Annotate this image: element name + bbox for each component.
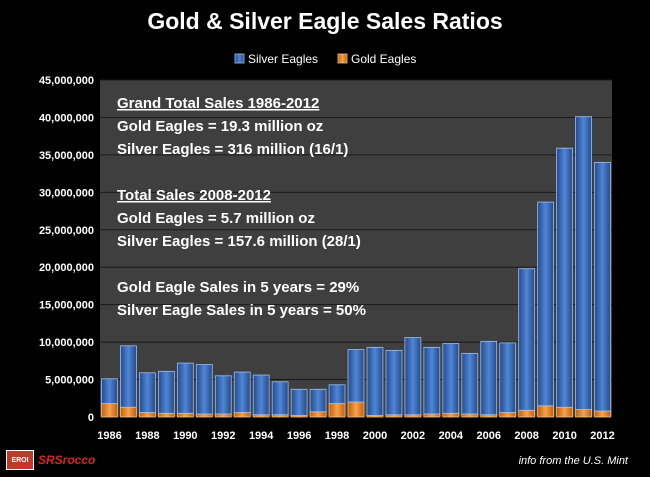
y-tick-label: 10,000,000 (39, 337, 94, 349)
legend-label: Gold Eagles (351, 52, 416, 66)
annotation-line: Gold Eagle Sales in 5 years = 29% (117, 279, 359, 296)
x-tick-label: 2010 (552, 430, 576, 442)
gold-bar-1997 (309, 411, 327, 418)
y-tick-label: 25,000,000 (39, 225, 94, 237)
silver-bar-2010 (556, 147, 573, 408)
legend-swatch (234, 53, 245, 64)
silver-bar-1995 (271, 381, 289, 416)
x-tick-label: 2002 (401, 430, 425, 442)
silver-bar-2008 (518, 268, 536, 411)
gold-bar-2004 (442, 412, 460, 418)
silver-bar-2001 (385, 349, 403, 416)
source-note: info from the U.S. Mint (518, 455, 628, 467)
silver-bar-1990 (176, 362, 194, 414)
x-tick-label: 2006 (476, 430, 500, 442)
chart-title: Gold & Silver Eagle Sales Ratios (147, 8, 503, 34)
silver-bar-1998 (328, 384, 346, 404)
annotation-line: Grand Total Sales 1986-2012 (117, 95, 319, 112)
silver-bar-1993 (233, 371, 251, 413)
silver-bar-1996 (290, 388, 308, 416)
gold-bar-2012 (594, 410, 611, 418)
silver-bar-1986 (101, 378, 118, 404)
annotation-line: Total Sales 2008-2012 (117, 187, 271, 204)
annotation-line: Gold Eagles = 19.3 million oz (117, 118, 323, 135)
brand-logo: EROI SRSrocco (6, 450, 95, 470)
logo-text: SRSrocco (38, 453, 96, 467)
silver-bar-2005 (461, 352, 479, 415)
y-tick-label: 20,000,000 (39, 262, 94, 274)
x-tick-label: 2012 (590, 430, 614, 442)
legend-swatch (337, 53, 348, 64)
gold-bar-2010 (556, 406, 573, 418)
silver-bar-1987 (120, 345, 137, 408)
silver-bar-2011 (575, 116, 592, 410)
gold-bar-2009 (537, 405, 554, 418)
silver-bar-1999 (347, 349, 365, 403)
silver-bar-2012 (594, 161, 611, 412)
gold-bar-2011 (575, 409, 592, 418)
x-tick-label: 1986 (97, 430, 121, 442)
gold-bar-1986 (101, 403, 118, 418)
legend-label: Silver Eagles (248, 52, 318, 66)
gold-bar-1992 (214, 413, 232, 418)
gold-bar-1991 (195, 413, 213, 418)
x-tick-label: 1990 (173, 430, 197, 442)
gold-bar-1987 (120, 406, 137, 418)
x-tick-label: 1998 (325, 430, 349, 442)
annotation-line: Gold Eagles = 5.7 million oz (117, 210, 315, 227)
x-tick-label: 1992 (211, 430, 235, 442)
y-tick-label: 5,000,000 (45, 375, 94, 387)
x-tick-label: 1994 (249, 430, 274, 442)
silver-bar-2000 (366, 346, 384, 416)
y-tick-label: 35,000,000 (39, 150, 94, 162)
silver-bar-2004 (442, 343, 460, 414)
gold-bar-1990 (176, 412, 194, 418)
gold-bar-1999 (347, 401, 365, 418)
y-tick-label: 30,000,000 (39, 187, 94, 199)
x-tick-label: 2004 (439, 430, 464, 442)
logo-badge: EROI (6, 450, 34, 470)
silver-bar-1992 (214, 375, 232, 415)
gold-bar-2003 (423, 413, 441, 418)
silver-bar-2009 (537, 201, 554, 407)
silver-bar-1991 (195, 364, 213, 415)
y-tick-label: 0 (88, 412, 94, 424)
gold-bar-2007 (499, 412, 517, 418)
gold-bar-2008 (518, 409, 536, 418)
gold-bar-1993 (233, 412, 251, 418)
silver-bar-2006 (480, 340, 498, 416)
annotation-line: Silver Eagles = 316 million (16/1) (117, 141, 348, 158)
gold-bar-1989 (158, 412, 175, 418)
silver-bar-2002 (404, 337, 422, 416)
gold-bar-2005 (461, 413, 479, 418)
gold-bar-1998 (328, 403, 346, 418)
x-tick-label: 2000 (363, 430, 387, 442)
x-tick-label: 1988 (135, 430, 159, 442)
y-tick-label: 15,000,000 (39, 300, 94, 312)
x-tick-label: 1996 (287, 430, 311, 442)
annotation-line: Silver Eagle Sales in 5 years = 50% (117, 302, 366, 319)
silver-bar-1989 (158, 370, 175, 414)
silver-bar-2007 (499, 342, 517, 413)
y-tick-label: 40,000,000 (39, 112, 94, 124)
silver-bar-1994 (252, 374, 270, 416)
x-tick-label: 2008 (514, 430, 538, 442)
silver-bar-1997 (309, 388, 327, 413)
silver-bar-1988 (139, 372, 156, 413)
annotation-line: Silver Eagles = 157.6 million (28/1) (117, 233, 361, 250)
y-tick-label: 45,000,000 (39, 75, 94, 87)
gold-bar-1988 (139, 412, 156, 418)
silver-bar-2003 (423, 346, 441, 415)
